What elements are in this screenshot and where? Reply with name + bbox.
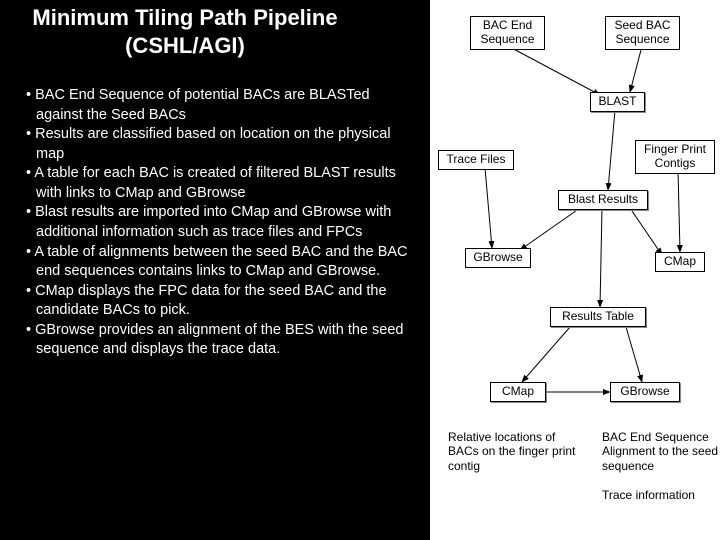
bullet-list: BAC End Sequence of potential BACs are B… [14, 86, 414, 360]
node-label: Blast Results [568, 192, 638, 206]
node-label: CMap [664, 254, 696, 268]
caption-right: BAC End Sequence Alignment to the seed s… [602, 430, 720, 502]
node-results-table: Results Table [550, 307, 646, 327]
node-label: Results Table [562, 309, 634, 323]
node-blast: BLAST [590, 92, 645, 112]
list-item: A table for each BAC is created of filte… [14, 164, 414, 203]
node-label: CMap [502, 384, 534, 398]
bullet-text: Results are classified based on location… [35, 126, 390, 162]
list-item: GBrowse provides an alignment of the BES… [14, 321, 414, 360]
node-label: BLAST [598, 94, 636, 108]
node-blast-results: Blast Results [558, 190, 648, 210]
bullet-text: A table for each BAC is created of filte… [34, 165, 396, 201]
node-label: GBrowse [620, 384, 669, 398]
page-title: Minimum Tiling Path Pipeline (CSHL/AGI) [0, 4, 370, 59]
node-trace-files: Trace Files [438, 150, 514, 170]
list-item: Results are classified based on location… [14, 125, 414, 164]
list-item: CMap displays the FPC data for the seed … [14, 282, 414, 321]
node-label: Trace Files [447, 152, 506, 166]
node-label: Finger Print Contigs [644, 142, 706, 170]
bullet-text: A table of alignments between the seed B… [34, 244, 407, 280]
caption-text: Relative locations of BACs on the finger… [448, 430, 575, 473]
bullet-text: CMap displays the FPC data for the seed … [35, 283, 386, 319]
node-label: BAC End Sequence [480, 18, 534, 46]
bullet-text: Blast results are imported into CMap and… [35, 204, 391, 240]
list-item: A table of alignments between the seed B… [14, 243, 414, 282]
node-gbrowse-bottom: GBrowse [610, 382, 680, 402]
list-item: Blast results are imported into CMap and… [14, 203, 414, 242]
node-cmap-bottom: CMap [490, 382, 546, 402]
title-line2: (CSHL/AGI) [125, 33, 245, 58]
list-item: BAC End Sequence of potential BACs are B… [14, 86, 414, 125]
node-bac-end-sequence: BAC End Sequence [470, 16, 545, 50]
node-seed-bac-sequence: Seed BAC Sequence [605, 16, 680, 50]
flowchart-panel: BAC End Sequence Seed BAC Sequence BLAST… [430, 0, 720, 540]
node-label: GBrowse [473, 250, 522, 264]
bullet-text: GBrowse provides an alignment of the BES… [35, 322, 403, 358]
node-cmap-top: CMap [655, 252, 705, 272]
caption-text: BAC End Sequence Alignment to the seed s… [602, 430, 718, 502]
node-gbrowse-top: GBrowse [465, 248, 531, 268]
caption-left: Relative locations of BACs on the finger… [448, 430, 588, 473]
node-finger-print-contigs: Finger Print Contigs [635, 140, 715, 174]
title-line1: Minimum Tiling Path Pipeline [32, 5, 337, 30]
bullet-text: BAC End Sequence of potential BACs are B… [35, 87, 370, 123]
node-label: Seed BAC Sequence [614, 18, 670, 46]
